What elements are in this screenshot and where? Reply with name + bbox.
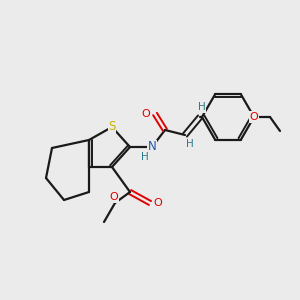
Text: O: O xyxy=(142,109,150,119)
Text: H: H xyxy=(198,102,206,112)
Text: H: H xyxy=(186,139,194,149)
Text: O: O xyxy=(110,192,118,202)
Text: N: N xyxy=(148,140,156,154)
Text: H: H xyxy=(141,152,149,162)
Text: O: O xyxy=(154,198,162,208)
Text: O: O xyxy=(250,112,258,122)
Text: S: S xyxy=(108,121,116,134)
